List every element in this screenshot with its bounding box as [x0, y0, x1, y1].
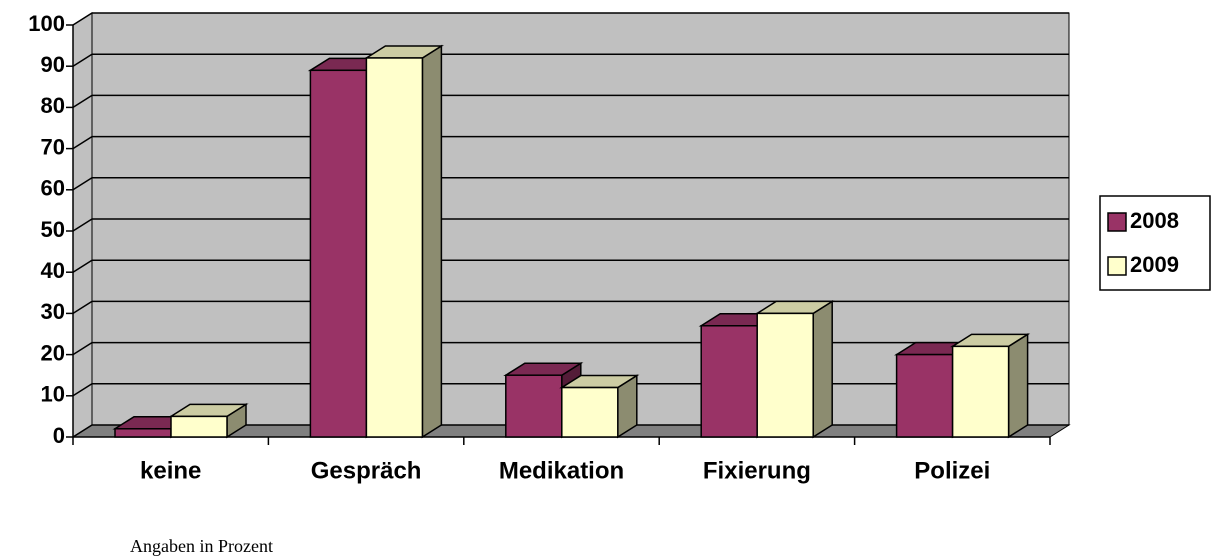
note: Angaben in Prozent: [130, 536, 273, 556]
y-tick-label: 0: [53, 423, 65, 448]
bar-front: [561, 386, 619, 438]
grid-line: [72, 218, 1069, 232]
bar-front: [170, 415, 228, 438]
y-tick-label: 80: [41, 93, 65, 118]
y-tick-label: 40: [41, 258, 65, 283]
bar-front: [951, 345, 1010, 438]
bar-side: [1007, 332, 1029, 439]
bar: [363, 44, 444, 439]
bar: [168, 403, 249, 439]
bar: [559, 374, 640, 439]
grid-line: [72, 94, 1069, 109]
legend-label: 2009: [1130, 252, 1179, 277]
grid-line: [72, 300, 1069, 315]
y-tick-label: 60: [41, 176, 65, 201]
grid-line: [72, 12, 1069, 26]
y-tick-label: 10: [41, 382, 65, 407]
y-tick-label: 30: [41, 299, 65, 324]
y-tick-label: 90: [41, 52, 65, 77]
bar-side: [812, 300, 833, 439]
bar-front: [895, 353, 954, 438]
bar: [754, 300, 835, 439]
y-tick-label: 50: [41, 217, 65, 242]
legend-box: [1099, 195, 1211, 291]
legend-swatch: [1107, 212, 1127, 232]
x-tick-label: Medikation: [499, 457, 624, 484]
legend-swatch: [1107, 256, 1127, 276]
x-tick-label: keine: [140, 457, 201, 484]
bar-front: [756, 312, 814, 438]
bar-front: [365, 57, 424, 438]
legend-label: 2008: [1130, 208, 1179, 233]
y-tick-label: 20: [41, 340, 65, 365]
bar-front: [505, 374, 563, 438]
grid-line: [72, 177, 1069, 191]
x-tick-label: Fixierung: [703, 457, 811, 484]
y-tick-label: 70: [41, 134, 65, 159]
grid-line: [72, 135, 1069, 150]
grid-line: [72, 53, 1069, 67]
bar-front: [309, 69, 368, 438]
x-tick-label: Gespräch: [311, 457, 422, 484]
bar-front: [700, 325, 758, 438]
bar-side: [421, 44, 443, 439]
x-tick-label: Polizei: [914, 457, 990, 484]
bar-front: [114, 428, 172, 438]
grid-line: [72, 259, 1069, 273]
bar: [950, 332, 1031, 439]
y-tick-label: 100: [28, 11, 65, 36]
